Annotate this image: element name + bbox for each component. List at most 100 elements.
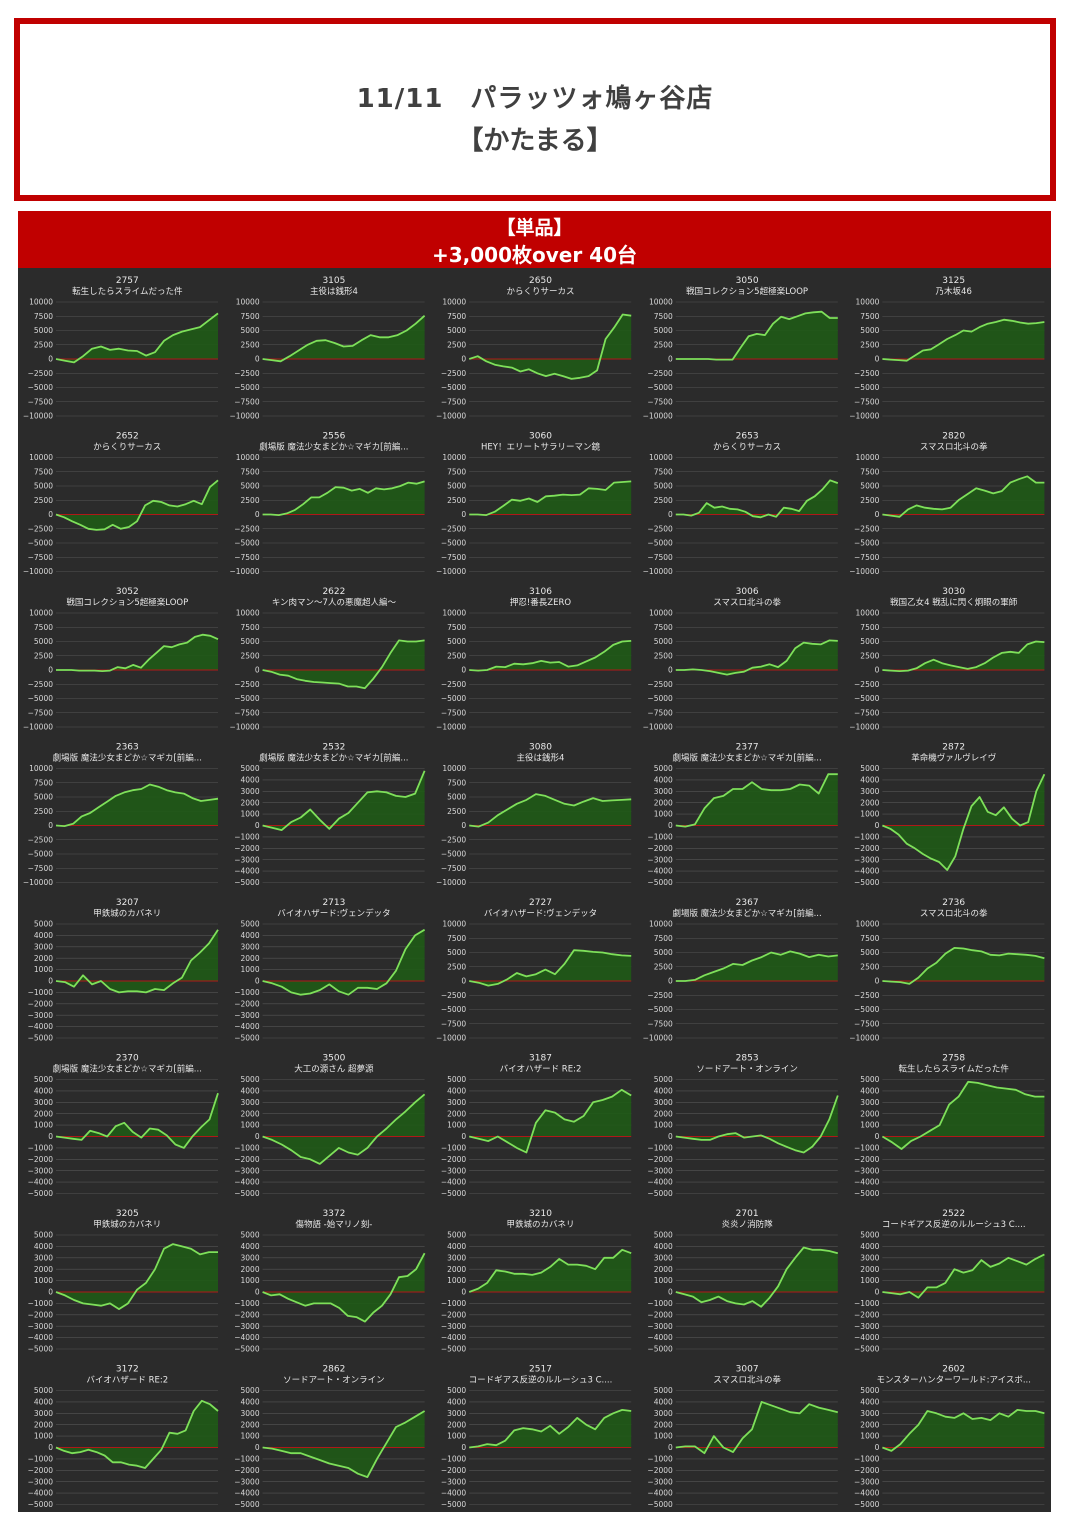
y-tick-label: 0	[461, 1132, 466, 1141]
y-tick-label: 2500	[654, 651, 673, 660]
series-line	[55, 1399, 219, 1469]
y-tick-label: −2500	[441, 369, 467, 378]
y-tick-label: −2000	[234, 1466, 260, 1475]
y-tick-label: 2500	[34, 340, 53, 349]
y-tick-label: 5000	[447, 1386, 466, 1395]
y-tick-label: −2000	[234, 999, 260, 1008]
chart-machine-name: 炎炎ノ消防隊	[722, 1219, 774, 1230]
y-tick-label: 10000	[29, 764, 53, 773]
y-tick-label: −3000	[647, 1322, 673, 1331]
y-tick-label: −3000	[28, 1477, 54, 1486]
y-tick-label: −2500	[441, 991, 467, 1000]
chart-machine-name: 甲鉄城のカバネリ	[93, 908, 161, 919]
y-tick-label: 7500	[654, 623, 673, 632]
y-tick-label: −2000	[854, 844, 880, 853]
chart-machine-name: コードギアス反逆のルルーシュ3 C....	[882, 1219, 1026, 1230]
area-fill	[262, 640, 425, 689]
y-tick-label: 2500	[34, 496, 53, 505]
y-tick-label: 2000	[241, 954, 260, 963]
y-tick-label: 0	[48, 1443, 53, 1452]
series-line	[675, 773, 838, 828]
y-tick-label: 10000	[442, 920, 466, 929]
y-tick-label: −10000	[23, 567, 53, 576]
y-tick-label: −4000	[854, 1333, 880, 1342]
y-tick-label: 1000	[241, 965, 260, 974]
y-tick-label: 5000	[241, 637, 260, 646]
y-tick-label: −5000	[234, 539, 260, 548]
y-tick-label: 0	[668, 1288, 673, 1297]
y-tick-label: 0	[461, 666, 466, 675]
y-tick-label: 5000	[34, 920, 53, 929]
chart-machine-name: 劇場版 魔法少女まどか☆マギカ[前編...	[259, 753, 408, 764]
y-tick-label: −2000	[28, 999, 54, 1008]
y-tick-label: 10000	[29, 298, 53, 307]
y-tick-label: 7500	[241, 467, 260, 476]
y-tick-label: −2500	[647, 369, 673, 378]
chart-machine-name: 戦国乙女4 戦乱に閃く炯眼の軍師	[890, 597, 1018, 608]
y-tick-label: −5000	[234, 1189, 260, 1198]
series-line	[468, 1088, 632, 1154]
chart-machine-name: モンスターハンターワールド:アイスボ...	[876, 1376, 1030, 1386]
y-tick-label: 7500	[447, 934, 466, 943]
series-line	[468, 1248, 632, 1293]
y-tick-label: 5000	[241, 920, 260, 929]
banner-category-label: 【単品】	[496, 217, 573, 239]
y-tick-label: 5000	[34, 326, 53, 335]
y-tick-label: −4000	[647, 867, 673, 876]
y-tick-label: 0	[255, 510, 260, 519]
y-tick-label: 2000	[860, 1420, 879, 1429]
chart-machine-name: 転生したらスライムだった件	[899, 1064, 1010, 1075]
y-tick-label: 1000	[241, 1121, 260, 1130]
y-tick-label: 1000	[241, 810, 260, 819]
y-tick-label: 2500	[241, 651, 260, 660]
y-tick-label: −10000	[23, 878, 53, 887]
y-tick-label: −7500	[28, 397, 54, 406]
y-tick-label: −7500	[647, 1019, 673, 1028]
y-tick-label: −2000	[441, 1155, 467, 1164]
y-tick-label: 0	[461, 510, 466, 519]
y-tick-label: −5000	[647, 539, 673, 548]
y-tick-label: 5000	[654, 1231, 673, 1240]
y-tick-label: −3000	[234, 1322, 260, 1331]
y-tick-label: −4000	[234, 1333, 260, 1342]
y-tick-label: −10000	[849, 723, 879, 732]
y-tick-label: 1000	[654, 810, 673, 819]
y-tick-label: −1000	[234, 988, 260, 997]
y-tick-label: −1000	[441, 1144, 467, 1153]
chart-machine-name: 戦国コレクション5超極楽LOOP	[66, 597, 188, 608]
y-tick-label: −5000	[441, 694, 467, 703]
y-tick-label: −4000	[234, 1489, 260, 1498]
y-tick-label: −2500	[854, 369, 880, 378]
y-tick-label: −5000	[441, 1500, 467, 1509]
y-tick-label: 7500	[34, 312, 53, 321]
y-tick-label: 2500	[654, 340, 673, 349]
y-tick-label: 3000	[241, 1253, 260, 1262]
chart-machine-number: 3030	[942, 587, 965, 597]
y-tick-label: −3000	[647, 855, 673, 864]
area-fill	[56, 480, 218, 530]
y-tick-label: −7500	[854, 708, 880, 717]
y-tick-label: −5000	[28, 1345, 54, 1354]
y-tick-label: −4000	[854, 1178, 880, 1187]
y-tick-label: −10000	[436, 878, 466, 887]
y-tick-label: 3000	[34, 942, 53, 951]
y-tick-label: 0	[461, 1288, 466, 1297]
chart-machine-name: 甲鉄城のカバネリ	[93, 1219, 161, 1230]
series-line	[262, 315, 426, 363]
area-fill	[469, 314, 632, 379]
y-tick-label: 1000	[860, 1276, 879, 1285]
y-tick-label: 1000	[654, 1432, 673, 1441]
y-tick-label: 5000	[447, 482, 466, 491]
y-tick-label: 2500	[860, 651, 879, 660]
